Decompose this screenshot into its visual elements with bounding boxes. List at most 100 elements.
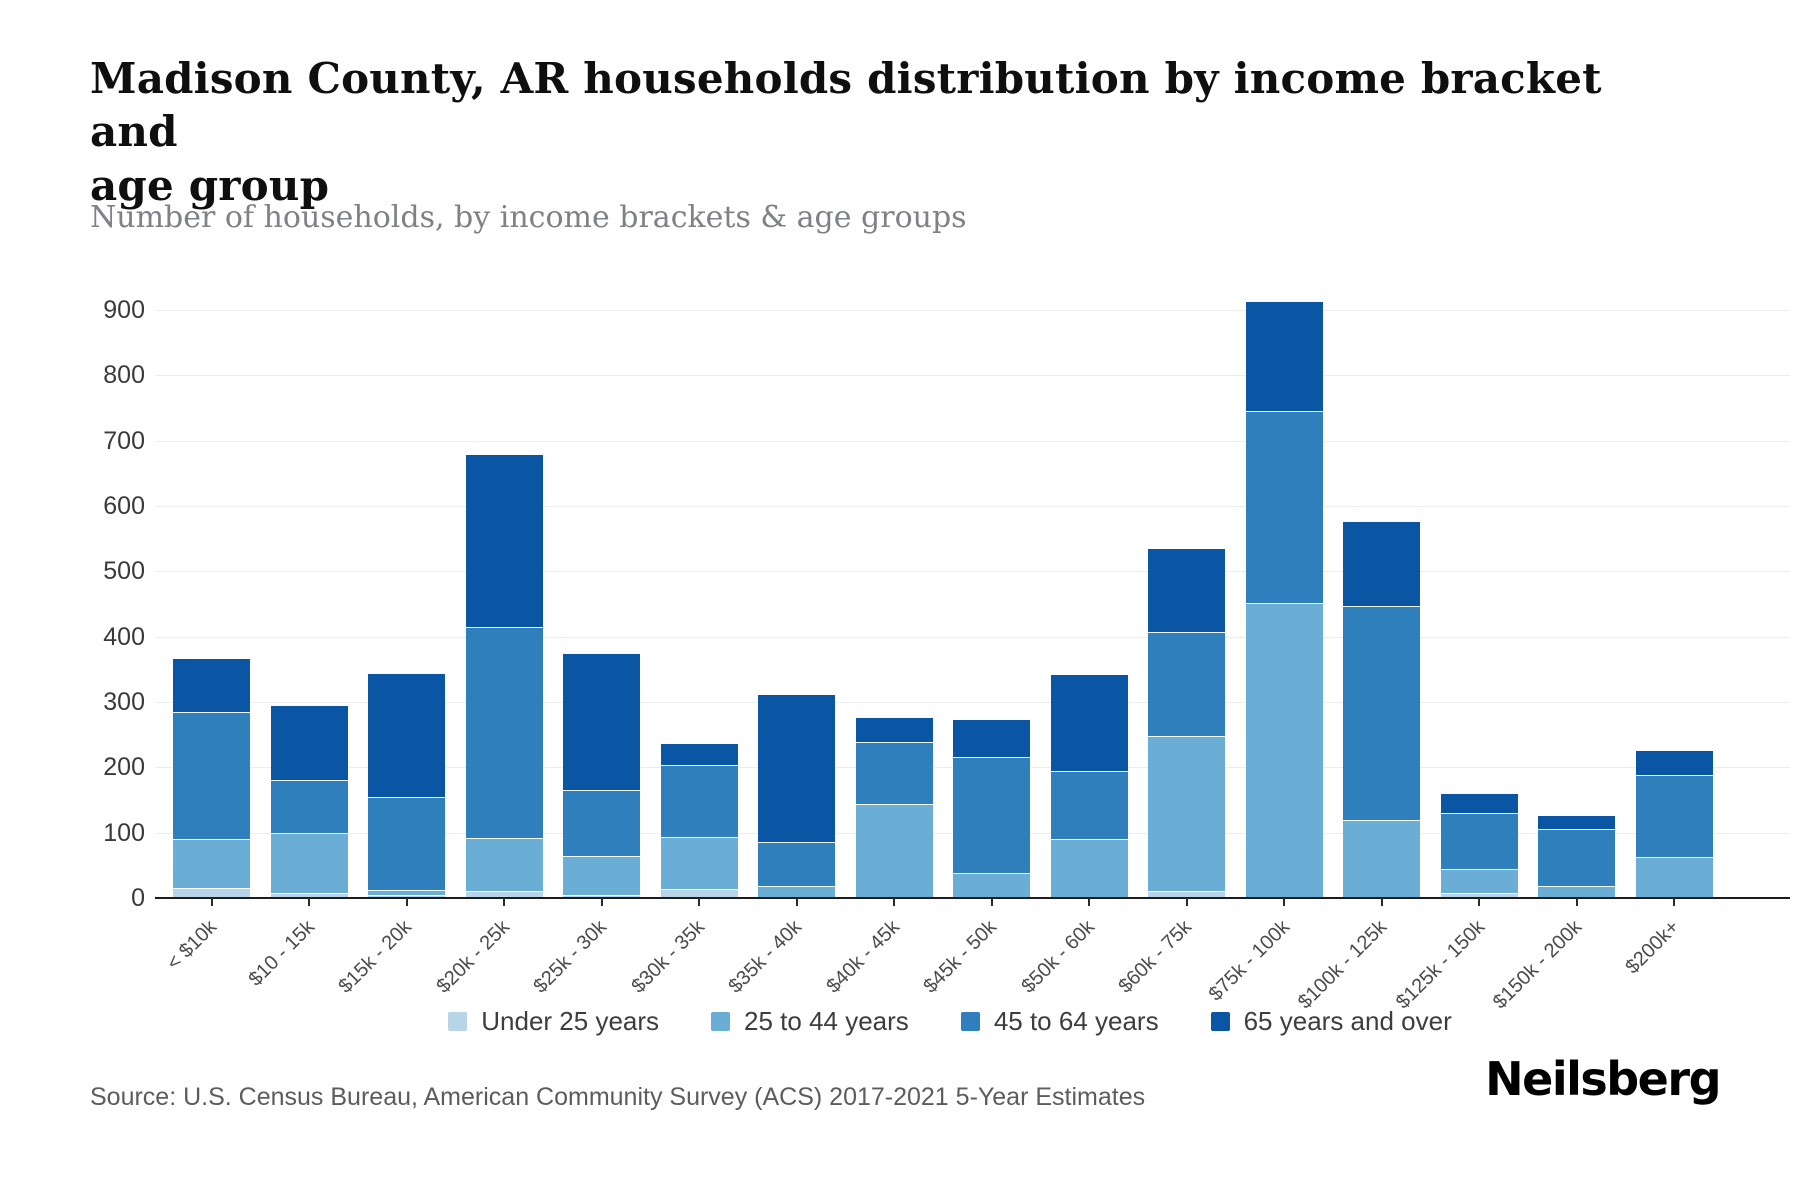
x-tick-label-$200k+: $200k+ <box>1621 916 1684 979</box>
bar-segment-65 years and over <box>173 658 251 712</box>
x-tick <box>308 898 311 906</box>
stacked-bar-$150k - 200k <box>1538 815 1616 898</box>
legend: Under 25 years 25 to 44 years 45 to 64 yea… <box>100 1006 1800 1037</box>
y-tick-label-100: 100 <box>103 818 145 847</box>
chart-title-line2: age group <box>90 160 330 210</box>
bar-segment-Under 25 years <box>1148 890 1226 898</box>
x-tick-label-$75k - 100k: $75k - 100k <box>1204 916 1294 1006</box>
bar-segment-45 to 64 years <box>758 842 836 887</box>
x-tick <box>405 898 408 906</box>
y-tick-label-600: 600 <box>103 492 145 520</box>
bar-segment-45 to 64 years <box>563 790 641 856</box>
x-tick-label-$25k - 30k: $25k - 30k <box>529 916 612 998</box>
bar-segment-25 to 44 years <box>270 832 348 894</box>
gridline-800 <box>155 375 1790 377</box>
gridline-300 <box>155 702 1790 703</box>
stacked-bar-$40k - 45k <box>855 718 933 898</box>
source-note: Source: U.S. Census Bureau, American Com… <box>90 1083 1146 1111</box>
x-tick <box>795 898 798 906</box>
bar-slot <box>943 294 1041 898</box>
brand-logo: Neilsberg <box>1485 1052 1721 1106</box>
stacked-bar-$10 - 15k <box>270 705 348 898</box>
legend-swatch-icon <box>1210 1012 1230 1031</box>
x-tick-label-< $10k: < $10k <box>162 916 222 975</box>
x-tick <box>1088 898 1091 906</box>
bar-slot <box>553 294 651 898</box>
x-tick-label-$10 - 15k: $10 - 15k <box>244 916 319 991</box>
bar-segment-25 to 44 years <box>368 889 446 895</box>
x-axis-line <box>155 897 1790 899</box>
stacked-bar-$45k - 50k <box>953 720 1031 898</box>
bar-segment-Under 25 years <box>465 891 543 898</box>
bar-segment-25 to 44 years <box>855 803 933 898</box>
x-tick-label-$40k - 45k: $40k - 45k <box>822 916 904 998</box>
x-tick <box>1575 898 1578 906</box>
bar-segment-Under 25 years <box>1440 893 1518 898</box>
bar-slot <box>1431 294 1529 898</box>
legend-item-65 years and over: 65 years and over <box>1210 1006 1452 1037</box>
bar-slot <box>163 294 261 898</box>
gridline-700 <box>155 440 1790 442</box>
x-tick <box>1673 898 1676 906</box>
chart-title: Madison County, AR households distributi… <box>90 52 1620 212</box>
x-tick-label-$125k - 150k: $125k - 150k <box>1391 916 1489 1014</box>
bar-segment-45 to 64 years <box>1148 632 1226 736</box>
bar-segment-25 to 44 years <box>1343 820 1421 898</box>
x-tick <box>1283 898 1286 906</box>
x-tick-label-$45k - 50k: $45k - 50k <box>919 916 1002 998</box>
y-tick-label-900: 900 <box>103 296 145 324</box>
bar-segment-65 years and over <box>1538 815 1616 829</box>
bar-segment-65 years and over <box>1050 674 1128 772</box>
gridline-900 <box>155 310 1790 311</box>
x-tick <box>698 898 701 906</box>
bar-segment-25 to 44 years <box>1538 885 1616 898</box>
stacked-bar-$75k - 100k <box>1245 302 1323 898</box>
bar-segment-65 years and over <box>1440 793 1518 814</box>
stacked-bar-$30k - 35k <box>660 744 738 898</box>
x-tick-label-$15k - 20k: $15k - 20k <box>334 916 417 998</box>
bar-slot <box>1041 294 1139 898</box>
bar-segment-45 to 64 years <box>855 741 933 804</box>
bar-segment-45 to 64 years <box>1343 605 1421 821</box>
legend-swatch-icon <box>960 1012 980 1031</box>
bar-slot <box>748 294 846 898</box>
legend-label: Under 25 years <box>481 1006 660 1036</box>
stacked-bar-$100k - 125k <box>1343 522 1421 898</box>
y-tick-label-500: 500 <box>103 557 145 586</box>
stacked-bar-$50k - 60k <box>1050 674 1128 898</box>
y-tick-label-0: 0 <box>131 884 145 912</box>
x-tick <box>990 898 993 906</box>
x-tick-label-$35k - 40k: $35k - 40k <box>724 916 807 998</box>
bar-segment-Under 25 years <box>270 893 348 898</box>
bar-segment-45 to 64 years <box>173 711 251 840</box>
x-tick <box>600 898 603 906</box>
bar-segment-25 to 44 years <box>953 873 1031 898</box>
x-tick <box>210 898 213 906</box>
bar-segment-65 years and over <box>1343 522 1421 606</box>
bar-segment-Under 25 years <box>173 887 251 898</box>
x-tick <box>1380 898 1383 906</box>
y-tick-label-300: 300 <box>103 688 145 716</box>
legend-swatch-icon <box>711 1012 731 1031</box>
legend-item-25 to 44 years: 25 to 44 years <box>711 1006 909 1037</box>
x-tick <box>1185 898 1188 906</box>
legend-item-45 to 64 years: 45 to 64 years <box>960 1006 1159 1037</box>
bar-slot <box>846 294 944 898</box>
stacked-bar-$200k+ <box>1635 751 1713 898</box>
bar-segment-65 years and over <box>465 455 543 627</box>
bar-segment-25 to 44 years <box>1050 839 1128 898</box>
x-tick-label-$100k - 125k: $100k - 125k <box>1293 916 1392 1014</box>
bar-segment-Under 25 years <box>660 888 738 898</box>
legend-item-Under 25 years: Under 25 years <box>448 1006 659 1037</box>
x-tick-label-$60k - 75k: $60k - 75k <box>1114 916 1197 998</box>
bar-segment-65 years and over <box>953 720 1031 757</box>
stacked-bar-< $10k <box>173 658 251 898</box>
bar-segment-25 to 44 years <box>465 837 543 892</box>
stacked-bar-$15k - 20k <box>368 673 446 898</box>
legend-swatch-icon <box>448 1012 468 1031</box>
legend-label: 45 to 64 years <box>993 1006 1159 1036</box>
bar-segment-25 to 44 years <box>1245 602 1323 898</box>
bar-segment-45 to 64 years <box>1440 813 1518 870</box>
